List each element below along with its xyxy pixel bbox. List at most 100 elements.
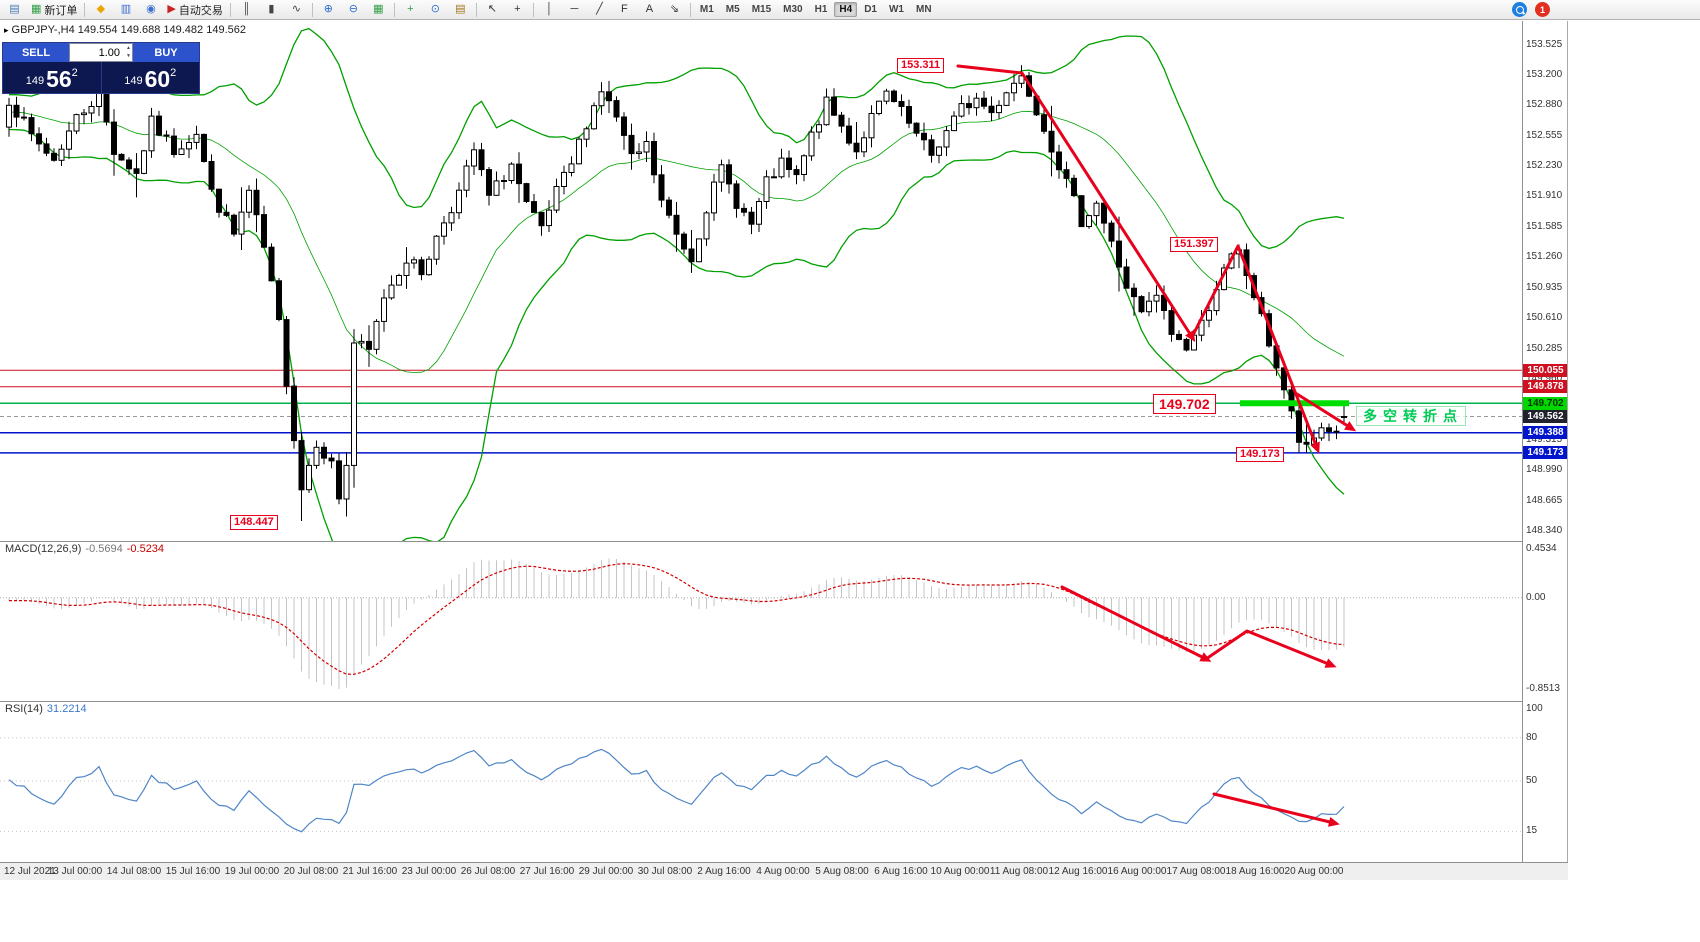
bar-chart-type-icon[interactable]: ║: [234, 0, 259, 19]
line-chart-type-icon[interactable]: ∿: [284, 0, 309, 19]
trend-arrow[interactable]: [1060, 585, 1208, 661]
chart-workspace: ▸ GBPJPY-,H4 149.554 149.688 149.482 149.…: [0, 21, 1568, 862]
notifications-icon[interactable]: 1: [1535, 2, 1550, 17]
trend-arrow[interactable]: [1295, 392, 1353, 430]
price-tick: 152.880: [1526, 99, 1563, 110]
price-tick: 150.935: [1526, 282, 1563, 293]
sell-price[interactable]: 149 56 2: [3, 62, 101, 93]
time-label: 15 Jul 16:00: [165, 866, 221, 877]
time-label: 30 Jul 08:00: [637, 866, 693, 877]
trend-arrow[interactable]: [1190, 244, 1319, 450]
trend-arrow[interactable]: [956, 64, 1194, 339]
timeframe-m5[interactable]: M5: [725, 4, 740, 15]
panel-splitter-rsi[interactable]: [0, 701, 1567, 702]
volume-spinner[interactable]: ▲ ▼: [126, 44, 131, 60]
timeframe-w1[interactable]: W1: [888, 4, 904, 15]
time-label: 12 Jul 2021: [4, 866, 56, 877]
rsi-line: [8, 748, 1345, 833]
sell-price-sup: 2: [71, 67, 78, 79]
timeframe-h1[interactable]: H1: [814, 4, 828, 15]
price-axis[interactable]: 153.525 153.200 152.880 152.555 152.230 151.9…: [1522, 21, 1567, 862]
horizontal-line-tool[interactable]: ─: [562, 0, 587, 19]
community-icon[interactable]: [1512, 2, 1527, 17]
timeframe-mn[interactable]: MN: [915, 4, 932, 15]
templates-button[interactable]: ▤: [448, 0, 473, 19]
text-icon: A: [645, 3, 654, 15]
time-label: 19 Jul 00:00: [224, 866, 280, 877]
buy-button[interactable]: BUY: [133, 43, 199, 62]
annotation-layer: 153.311 151.397 149.702 149.173 148.447 多空转折点: [0, 21, 1522, 541]
autotrading-button[interactable]: ▶ 自动交易: [163, 0, 226, 19]
candlestick-type-icon[interactable]: ▮: [259, 0, 284, 19]
note-turning-point[interactable]: 多空转折点: [1356, 406, 1466, 426]
sell-button[interactable]: SELL: [3, 43, 69, 62]
sell-price-small: 149: [25, 75, 45, 87]
price-badge-149.878: 149.878: [1523, 380, 1567, 393]
buy-price[interactable]: 149 60 2: [102, 62, 200, 93]
zoom-out-button[interactable]: ⊖: [341, 0, 366, 19]
arrows-tool[interactable]: ⇘: [662, 0, 687, 19]
fibonacci-tool[interactable]: F: [612, 0, 637, 19]
price-chart-canvas[interactable]: [0, 21, 1522, 541]
metaquotes-icon[interactable]: ◆: [88, 0, 113, 19]
timeframe-m30[interactable]: M30: [783, 4, 803, 15]
chart-window-icon[interactable]: ▤: [2, 0, 27, 19]
one-click-trading-panel: SELL 1.00 ▲ ▼ BUY 149 56 2 149 60 2: [2, 42, 200, 94]
rsi-canvas[interactable]: [0, 701, 1522, 862]
crosshair-tool[interactable]: +: [505, 0, 530, 19]
zoom-in-button[interactable]: ⊕: [316, 0, 341, 19]
label-153311[interactable]: 153.311: [897, 58, 945, 73]
time-label: 23 Jul 00:00: [401, 866, 457, 877]
time-label: 20 Aug 00:00: [1284, 866, 1344, 877]
time-axis[interactable]: 12 Jul 2021 13 Jul 00:00 14 Jul 08:00 15 Ju…: [0, 862, 1568, 880]
macd-signal-line: [9, 563, 1345, 675]
navigator-icon[interactable]: ◉: [138, 0, 163, 19]
label-148447[interactable]: 148.447: [230, 515, 278, 530]
macd-canvas[interactable]: [0, 541, 1522, 701]
spinner-down-icon[interactable]: ▼: [126, 53, 131, 59]
horizontal-line-icon: ─: [570, 3, 579, 15]
volume-input[interactable]: 1.00 ▲ ▼: [69, 43, 133, 62]
time-label: 27 Jul 16:00: [519, 866, 575, 877]
vertical-line-tool[interactable]: │: [537, 0, 562, 19]
toolbar-separator: [229, 2, 231, 17]
vertical-line-icon: │: [545, 3, 553, 15]
bollinger-upper-band: [9, 27, 1345, 250]
market-watch-icon[interactable]: ▥: [113, 0, 138, 19]
price-tick: 148.665: [1526, 495, 1563, 506]
label-149702[interactable]: 149.702: [1153, 394, 1216, 414]
new-order-button-label: 新订单: [44, 4, 78, 17]
label-151397[interactable]: 151.397: [1170, 237, 1218, 252]
timeframe-d1[interactable]: D1: [864, 4, 877, 15]
macd-panel: MACD(12,26,9) -0.5694 -0.5234: [0, 541, 1522, 701]
indicators-button[interactable]: +: [398, 0, 423, 19]
trendline-tool[interactable]: ╱: [587, 0, 612, 19]
price-tick: 150.285: [1526, 343, 1563, 354]
time-label: 12 Aug 16:00: [1048, 866, 1108, 877]
macd-scale-tick: -0.8513: [1526, 683, 1560, 694]
trend-arrow[interactable]: [1212, 792, 1336, 825]
new-order-button[interactable]: ▦ 新订单: [27, 0, 81, 19]
price-badge-149.702: 149.702: [1523, 397, 1567, 410]
time-label: 16 Aug 00:00: [1107, 866, 1167, 877]
tile-windows-icon[interactable]: ▦: [366, 0, 391, 19]
time-label: 29 Jul 00:00: [578, 866, 634, 877]
label-149173[interactable]: 149.173: [1236, 447, 1284, 462]
periods-button[interactable]: ⊙: [423, 0, 448, 19]
cursor-tool[interactable]: ↖: [480, 0, 505, 19]
time-label: 21 Jul 16:00: [342, 866, 398, 877]
bar-chart-type-icon-icon: ║: [242, 3, 251, 15]
price-tick: 150.610: [1526, 312, 1563, 323]
spinner-up-icon[interactable]: ▲: [126, 45, 131, 51]
panel-splitter-macd[interactable]: [0, 541, 1567, 542]
macd-value-signal: -0.5234: [126, 543, 165, 555]
timeframe-m1[interactable]: M1: [699, 4, 714, 15]
macd-scale-tick: 0.00: [1526, 592, 1546, 603]
timeframe-m15[interactable]: M15: [751, 4, 772, 15]
toolbar-separator: [475, 2, 477, 17]
time-label: 6 Aug 16:00: [874, 866, 928, 877]
text-tool[interactable]: A: [637, 0, 662, 19]
timeframe-h4[interactable]: H4: [834, 2, 858, 17]
trend-arrow[interactable]: [1204, 629, 1333, 667]
